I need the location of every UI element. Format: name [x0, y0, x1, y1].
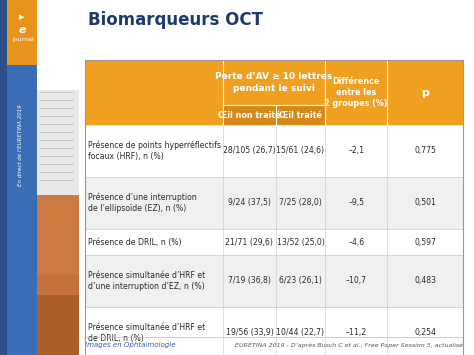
Text: Perte d’AV ≥ 10 lettres
pendant le suivi: Perte d’AV ≥ 10 lettres pendant le suivi	[215, 72, 333, 93]
Text: Présence simultanée d’HRF et
d’une interruption d’EZ, n (%): Présence simultanée d’HRF et d’une inter…	[88, 271, 205, 291]
Bar	[85, 255, 463, 307]
Bar	[7, 0, 37, 65]
Text: 9/24 (37,5): 9/24 (37,5)	[228, 198, 271, 208]
Text: 0,254: 0,254	[414, 328, 436, 338]
Text: –9,5: –9,5	[348, 198, 364, 208]
Bar	[387, 60, 463, 125]
Text: –10,7: –10,7	[346, 277, 367, 285]
Text: 7/19 (36,8): 7/19 (36,8)	[228, 277, 271, 285]
Bar	[325, 60, 387, 125]
Bar	[85, 60, 223, 125]
Text: EURETINA 2019 - D’après Busch C et al., Free Paper Session 5, actualisé: EURETINA 2019 - D’après Busch C et al., …	[235, 342, 463, 348]
Text: Images en Ophtalmologie: Images en Ophtalmologie	[85, 342, 175, 348]
Text: 7/25 (28,0): 7/25 (28,0)	[279, 198, 322, 208]
Bar	[85, 125, 463, 177]
Bar	[85, 177, 463, 229]
Text: 13/52 (25,0): 13/52 (25,0)	[277, 237, 324, 246]
Bar	[37, 295, 79, 355]
Text: 19/56 (33,9): 19/56 (33,9)	[226, 328, 273, 338]
Text: En direct de l’EURETINA 2019: En direct de l’EURETINA 2019	[18, 104, 23, 186]
Bar	[37, 195, 79, 275]
Text: Différence
entre les
2 groupes (%): Différence entre les 2 groupes (%)	[325, 77, 388, 108]
Text: 0,597: 0,597	[414, 237, 436, 246]
Text: –11,2: –11,2	[346, 328, 367, 338]
Text: Œil non traité: Œil non traité	[218, 110, 281, 120]
Bar	[85, 60, 463, 355]
Text: –2,1: –2,1	[348, 147, 365, 155]
Bar	[85, 229, 463, 255]
Bar	[7, 0, 37, 355]
Text: e: e	[18, 25, 26, 35]
Text: 15/61 (24,6): 15/61 (24,6)	[276, 147, 325, 155]
Text: 10/44 (22,7): 10/44 (22,7)	[276, 328, 325, 338]
Text: 21/71 (29,6): 21/71 (29,6)	[226, 237, 273, 246]
Bar	[0, 0, 37, 355]
Text: 0,483: 0,483	[414, 277, 436, 285]
Text: Présence de points hyperréflectifs
focaux (HRF), n (%): Présence de points hyperréflectifs focau…	[88, 141, 221, 162]
Text: Présence simultanée d’HRF et
de DRIL, n (%): Présence simultanée d’HRF et de DRIL, n …	[88, 323, 205, 343]
Bar	[37, 90, 79, 195]
Text: 28/105 (26,7): 28/105 (26,7)	[223, 147, 276, 155]
Bar	[85, 60, 463, 105]
Text: Présence d’une interruption
de l’ellipsoïde (EZ), n (%): Présence d’une interruption de l’ellipso…	[88, 192, 197, 213]
Text: 0,501: 0,501	[414, 198, 436, 208]
Text: Présence de DRIL, n (%): Présence de DRIL, n (%)	[88, 237, 182, 246]
Text: 0,775: 0,775	[414, 147, 436, 155]
Bar	[85, 307, 463, 355]
Text: Biomarqueurs OCT: Biomarqueurs OCT	[88, 11, 263, 29]
Text: ▶: ▶	[19, 14, 25, 20]
Text: –4,6: –4,6	[348, 237, 365, 246]
Text: journal: journal	[12, 37, 34, 42]
Text: p: p	[421, 87, 429, 98]
Bar	[37, 195, 79, 355]
Text: Œil traité: Œil traité	[279, 110, 322, 120]
Text: 6/23 (26,1): 6/23 (26,1)	[279, 277, 322, 285]
Bar	[85, 105, 463, 125]
